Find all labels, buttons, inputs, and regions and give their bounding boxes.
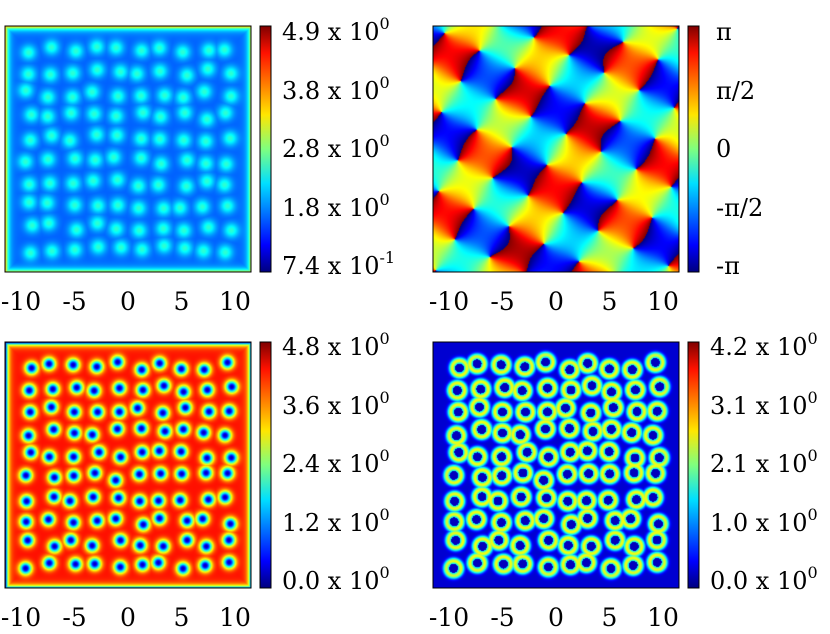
x-tick-label: -10	[429, 603, 469, 632]
x-axis-bottom-left: -10 -5 0 5 10	[1, 603, 251, 632]
x-tick-label: -10	[429, 287, 469, 316]
colorbar-label: π	[716, 18, 732, 46]
colorbar-label: 0.0 x 100	[710, 563, 818, 595]
x-tick-label: -5	[490, 287, 514, 316]
x-tick-label: 5	[602, 287, 618, 316]
colorbar-bottom-right: 4.2 x 100 3.1 x 100 2.1 x 100 1.0 x 100 …	[687, 329, 818, 595]
colorbar-label: 4.9 x 100	[282, 14, 390, 46]
colorbar-label: 3.6 x 100	[282, 388, 390, 420]
x-tick-label: -5	[62, 603, 86, 632]
colorbar-label: 7.4 x 10-1	[282, 248, 395, 280]
colorbar-label: 3.1 x 100	[710, 388, 818, 420]
x-tick-label: 10	[219, 287, 251, 316]
x-tick-label: 0	[548, 603, 564, 632]
x-tick-label: -5	[490, 603, 514, 632]
x-axis-top-left: -10 -5 0 5 10	[1, 287, 251, 316]
x-tick-label: 10	[219, 603, 251, 632]
x-tick-label: 0	[120, 603, 136, 632]
colorbar-label: π/2	[716, 77, 755, 105]
x-tick-label: -10	[1, 287, 41, 316]
colorbar-label: 4.2 x 100	[710, 329, 818, 361]
panel-bottom-left: -10 -5 0 5 10 4.8 x 100 3.6 x 100 2.4 x …	[1, 329, 390, 632]
colorbar-label: -π	[716, 252, 740, 280]
heatmap-top-right	[433, 26, 679, 272]
colorbar-label: 3.8 x 100	[282, 73, 390, 105]
x-axis-bottom-right: -10 -5 0 5 10	[429, 603, 679, 632]
panel-top-left: -10 -5 0 5 10 4.9 x 100 3.8 x 100 2.8 x …	[1, 14, 395, 316]
x-tick-label: 10	[647, 287, 679, 316]
colorbar-bottom-left: 4.8 x 100 3.6 x 100 2.4 x 100 1.2 x 100 …	[259, 329, 390, 595]
x-tick-label: 5	[174, 287, 190, 316]
panel-bottom-right: -10 -5 0 5 10 4.2 x 100 3.1 x 100 2.1 x …	[429, 329, 818, 632]
x-tick-label: 0	[548, 287, 564, 316]
colorbar-label: 2.4 x 100	[282, 446, 390, 478]
x-axis-top-right: -10 -5 0 5 10	[429, 287, 679, 316]
panel-top-right: -10 -5 0 5 10 π π/2 0 -π/2 -π	[429, 18, 763, 316]
heatmap-top-left	[5, 26, 251, 272]
colorbar-label: 4.8 x 100	[282, 329, 390, 361]
colorbar-label: 2.1 x 100	[710, 446, 818, 478]
heatmap-bottom-right	[433, 342, 679, 588]
x-tick-label: 5	[174, 603, 190, 632]
colorbar-label: 1.0 x 100	[710, 505, 818, 537]
colorbar-gradient	[687, 341, 700, 589]
x-tick-label: 10	[647, 603, 679, 632]
colorbar-label: -π/2	[716, 194, 763, 222]
colorbar-label: 0.0 x 100	[282, 563, 390, 595]
x-tick-label: 5	[602, 603, 618, 632]
x-tick-label: 0	[120, 287, 136, 316]
colorbar-label: 1.2 x 100	[282, 505, 390, 537]
colorbar-top-right: π π/2 0 -π/2 -π	[687, 18, 763, 280]
x-tick-label: -10	[1, 603, 41, 632]
colorbar-gradient	[687, 25, 700, 273]
x-tick-label: -5	[62, 287, 86, 316]
heatmap-bottom-left	[5, 342, 251, 588]
colorbar-label: 1.8 x 100	[282, 190, 390, 222]
colorbar-gradient	[259, 25, 272, 273]
colorbar-gradient	[259, 341, 272, 589]
colorbar-label: 0	[716, 135, 731, 163]
colorbar-label: 2.8 x 100	[282, 131, 390, 163]
colorbar-top-left: 4.9 x 100 3.8 x 100 2.8 x 100 1.8 x 100 …	[259, 14, 395, 280]
